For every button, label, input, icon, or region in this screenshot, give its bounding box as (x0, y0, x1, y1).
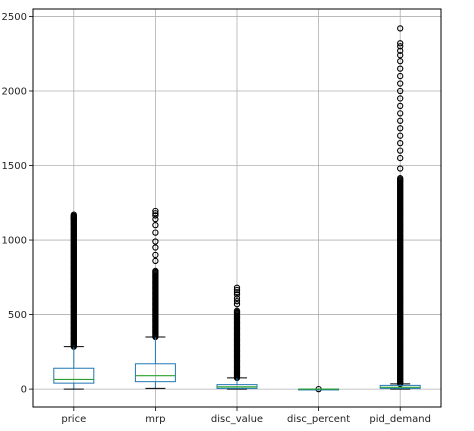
outlier-point (233, 298, 241, 305)
outlier-point (397, 140, 404, 147)
outlier-point (397, 58, 404, 65)
box-mrp (134, 207, 176, 389)
outlier-point (397, 65, 404, 72)
outlier-point (397, 110, 404, 117)
outlier-point (152, 210, 159, 217)
outlier-point (233, 289, 241, 296)
outlier-point (397, 95, 404, 102)
outlier-point (397, 147, 404, 154)
box-disc_percent (298, 385, 340, 393)
y-tick-label: 0 (21, 385, 27, 396)
outlier-point (152, 251, 159, 259)
outlier-point (152, 216, 159, 223)
outlier-point (152, 244, 159, 251)
outlier-point (397, 43, 404, 50)
outlier-point (233, 284, 241, 291)
box-disc_value (216, 284, 258, 390)
x-tick-label: disc_value (211, 414, 263, 425)
outlier-point (397, 165, 404, 172)
outlier-point (397, 47, 404, 54)
outlier-point (397, 80, 404, 87)
outlier-point (152, 257, 159, 265)
box-pid_demand (379, 25, 421, 390)
y-tick-label: 2000 (2, 86, 27, 97)
axes-frame (32, 8, 442, 408)
x-tick-label: mrp (145, 414, 165, 425)
outlier-point (397, 25, 404, 32)
y-tick-label: 1500 (2, 161, 27, 172)
outlier-point (397, 52, 404, 59)
outlier-point (397, 102, 404, 110)
outlier-point (397, 175, 404, 182)
outlier-point (152, 267, 159, 275)
outlier-point (152, 207, 159, 215)
outlier-point (152, 221, 159, 229)
outlier-point (397, 132, 404, 139)
x-tick-label: disc_percent (287, 414, 350, 425)
y-tick-label: 1000 (2, 236, 27, 247)
outlier-point (233, 295, 241, 302)
outlier-point (397, 154, 404, 162)
outlier-point (152, 229, 159, 236)
outlier-point (397, 117, 404, 124)
outlier-point (233, 291, 241, 298)
outlier-point (152, 212, 159, 219)
outlier-point (70, 211, 77, 218)
outlier-point (152, 238, 159, 245)
outlier-point (397, 125, 404, 132)
outlier-point (397, 40, 404, 47)
y-tick-label: 500 (8, 310, 27, 321)
iqr-box (53, 367, 95, 384)
x-tick-label: price (61, 414, 86, 425)
outlier-point (233, 286, 241, 294)
y-tick-label: 2500 (2, 12, 27, 23)
outlier-point (397, 87, 404, 95)
x-tick-label: pid_demand (369, 414, 431, 425)
iqr-box (134, 363, 176, 383)
outlier-point (233, 300, 241, 308)
outlier-point (397, 72, 404, 80)
box-price (53, 211, 95, 390)
outlier-point (233, 307, 241, 314)
